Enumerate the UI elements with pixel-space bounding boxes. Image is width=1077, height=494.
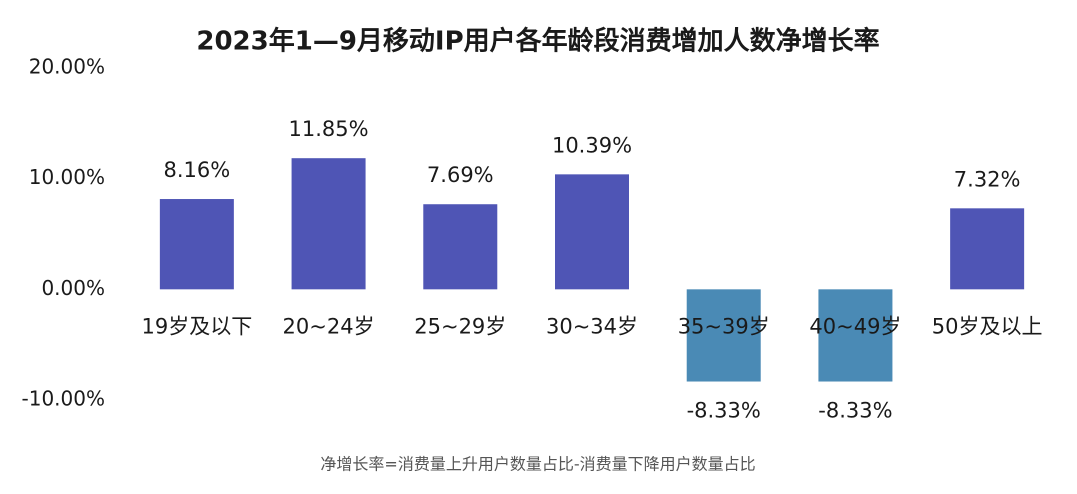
- value-label: 10.39%: [552, 133, 632, 157]
- chart-title: 2023年1—9月移动IP用户各年龄段消费增加人数净增长率: [196, 26, 879, 57]
- bar: [423, 204, 498, 290]
- y-tick-label: -10.00%: [22, 387, 105, 411]
- bar: [686, 289, 761, 382]
- y-tick-label: 20.00%: [29, 55, 105, 79]
- x-tick-label: 50岁及以上: [932, 314, 1043, 338]
- x-tick-label: 19岁及以下: [141, 314, 252, 338]
- y-tick-label: 0.00%: [41, 276, 105, 300]
- x-tick-label: 40~49岁: [809, 314, 901, 338]
- value-label: 7.69%: [427, 163, 494, 187]
- x-tick-label: 30~34岁: [546, 314, 638, 338]
- bar: [159, 199, 234, 290]
- value-label: 8.16%: [163, 158, 230, 182]
- chart-note: 净增长率=消费量上升用户数量占比-消费量下降用户数量占比: [320, 455, 755, 474]
- value-label: 7.32%: [954, 167, 1021, 191]
- y-tick-label: 10.00%: [29, 165, 105, 189]
- value-label: 11.85%: [289, 117, 369, 141]
- x-tick-label: 20~24岁: [283, 314, 375, 338]
- bar: [950, 208, 1025, 290]
- value-label: -8.33%: [687, 399, 761, 423]
- value-label: -8.33%: [818, 399, 892, 423]
- bar: [291, 158, 366, 290]
- x-tick-label: 25~29岁: [414, 314, 506, 338]
- bar: [818, 289, 893, 382]
- bar: [555, 174, 629, 290]
- x-tick-label: 35~39岁: [678, 314, 770, 338]
